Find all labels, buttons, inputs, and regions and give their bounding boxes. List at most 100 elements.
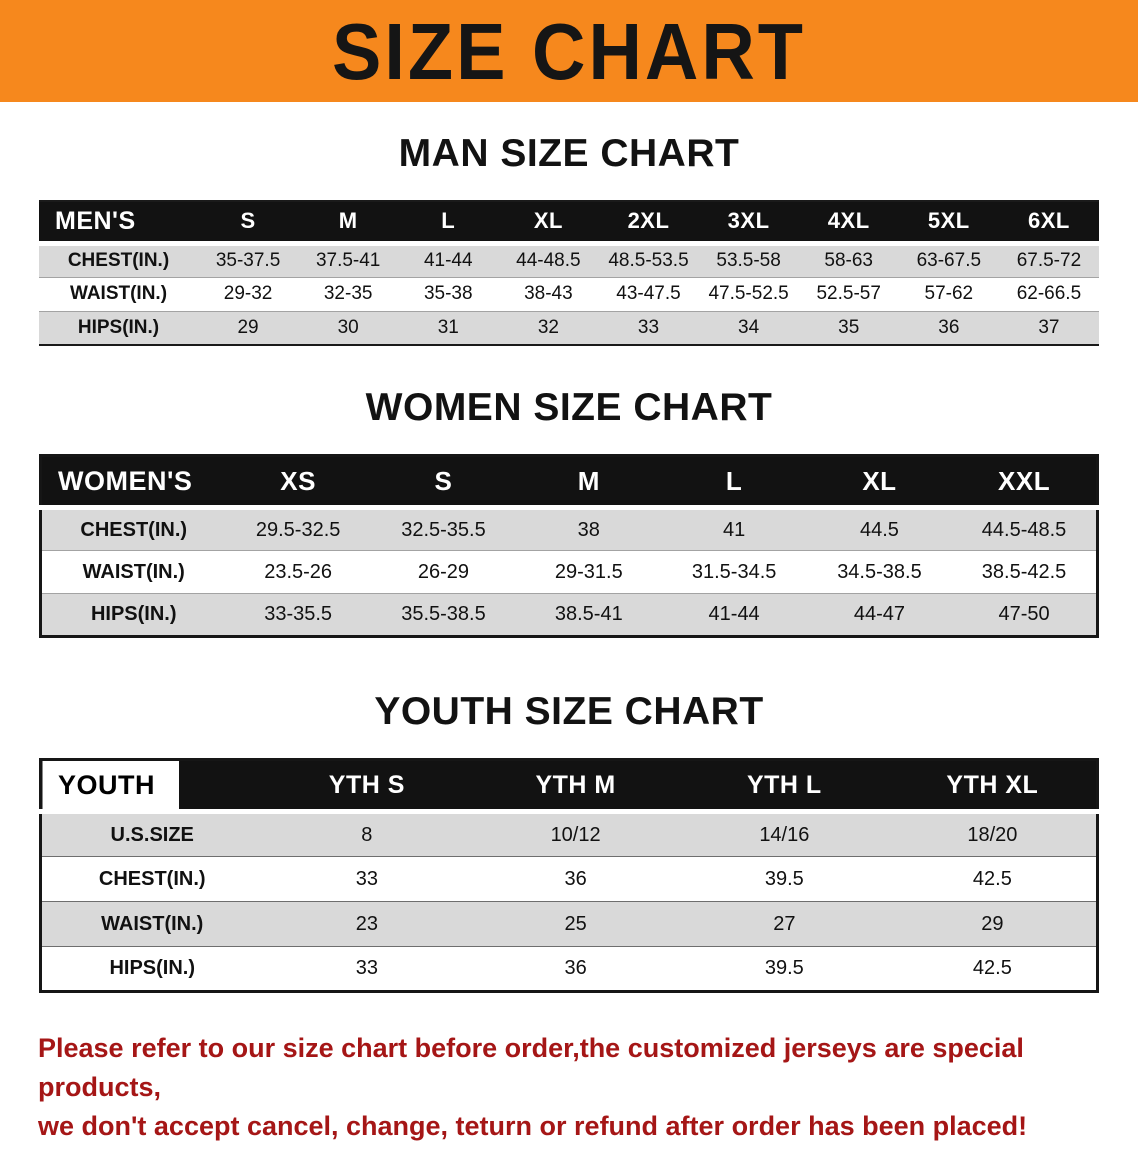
column-header: YTH M [471, 759, 680, 814]
table-cell: 29-31.5 [516, 550, 662, 594]
table-cell: 29-32 [198, 277, 299, 312]
column-header: 4XL [798, 201, 899, 246]
notice-line-2: we don't accept cancel, change, teturn o… [38, 1111, 1028, 1142]
table-cell: 57-62 [898, 277, 999, 312]
column-header: XS [225, 455, 371, 510]
table-cell: 23 [262, 901, 472, 947]
row-label: CHEST(IN.) [40, 507, 226, 551]
row-label: CHEST(IN.) [39, 243, 198, 278]
table-cell: 32.5-35.5 [370, 507, 517, 551]
table-cell: 41-44 [398, 243, 499, 278]
column-header: 2XL [598, 201, 699, 246]
table-cell: 35-38 [398, 277, 499, 312]
table-cell: 62-66.5 [998, 277, 1099, 312]
table-cell: 18/20 [888, 811, 1098, 857]
table-cell: 53.5-58 [698, 243, 799, 278]
row-label: WAIST(IN.) [39, 277, 198, 312]
table-cell: 47.5-52.5 [698, 277, 799, 312]
size-chart-page: SIZE CHART MAN SIZE CHART MEN'S S M L XL 2XL 3… [0, 0, 1138, 1146]
row-label: HIPS(IN.) [109, 957, 196, 979]
table-cell: 48.5-53.5 [598, 243, 699, 278]
column-header: M [516, 455, 662, 510]
row-label: CHEST(IN.) [40, 856, 263, 902]
table-cell: 29.5-32.5 [225, 507, 371, 551]
table-cell: 37 [1038, 316, 1060, 338]
men-section-heading: MAN SIZE CHART [398, 132, 740, 175]
table-cell: 39.5 [764, 957, 804, 979]
table-cell: 41-44 [708, 603, 760, 625]
column-header: XL [806, 455, 953, 510]
table-row: WAIST(IN.) 23.5-26 26-29 29-31.5 31.5-34.5 34… [40, 550, 1098, 594]
table-cell: 36 [938, 316, 960, 338]
table-cell: 34 [738, 316, 760, 338]
table-cell: 63-67.5 [898, 243, 999, 278]
table-cell: 33 [637, 316, 660, 338]
table-cell: 10/12 [471, 811, 680, 857]
table-cell: 29 [237, 316, 259, 338]
women-section: WOMEN SIZE CHART WOMEN'S XS S M L XL XXL CHEST(… [0, 386, 1138, 638]
table-cell: 44-48.5 [498, 243, 599, 278]
table-cell: 23.5-26 [225, 550, 371, 594]
table-cell: 27 [679, 901, 889, 947]
table-cell: 25 [471, 901, 680, 947]
table-cell: 41 [661, 507, 807, 551]
table-cell: 36 [564, 957, 587, 979]
youth-section: YOUTH SIZE CHART YOUTH YTH S YTH M YTH L YTH… [0, 690, 1138, 993]
column-header: XXL [952, 455, 1098, 510]
row-label: HIPS(IN.) [90, 603, 177, 625]
table-cell: 34.5-38.5 [806, 550, 953, 594]
table-title-cell: WOMEN'S [40, 455, 226, 510]
row-label: HIPS(IN.) [77, 316, 160, 338]
table-cell: 38.5-42.5 [952, 550, 1098, 594]
table-cell: 39.5 [679, 856, 889, 902]
table-title-cell: MEN'S [39, 201, 198, 246]
footer-notice: Please refer to our size chart before or… [38, 1029, 1100, 1146]
table-cell: 33 [355, 957, 378, 979]
column-header: 5XL [898, 201, 999, 246]
row-label: WAIST(IN.) [40, 901, 263, 947]
youth-size-table: YOUTH YTH S YTH M YTH L YTH XL U.S.SIZE 8 10/12… [39, 758, 1099, 993]
column-header: S [198, 201, 299, 246]
women-size-table: WOMEN'S XS S M L XL XXL CHEST(IN.) 29.5-32.5 32.5… [39, 454, 1099, 638]
table-cell: 47-50 [998, 603, 1050, 625]
table-row: CHEST(IN.) 29.5-32.5 32.5-35.5 38 41 44.5 44.5… [40, 507, 1098, 551]
table-cell: 37.5-41 [298, 243, 399, 278]
column-header: YTH XL [888, 759, 1098, 814]
notice-line-1: Please refer to our size chart before or… [38, 1033, 1024, 1103]
table-cell: 30 [337, 316, 359, 338]
table-cell: 36 [471, 856, 680, 902]
header-row: WOMEN'S XS S M L XL XXL [40, 455, 1098, 510]
table-cell: 42.5 [972, 957, 1012, 979]
men-size-table: MEN'S S M L XL 2XL 3XL 4XL 5XL 6XL CHEST(IN.) 35-37… [39, 200, 1099, 346]
table-cell: 42.5 [888, 856, 1098, 902]
table-cell: 58-63 [798, 243, 899, 278]
banner: SIZE CHART [0, 0, 1138, 102]
table-cell: 38-43 [498, 277, 599, 312]
table-cell: 44-47 [853, 603, 906, 625]
table-cell: 31 [437, 316, 459, 338]
page-title: SIZE CHART [332, 6, 806, 96]
row-label: U.S.SIZE [40, 811, 263, 857]
table-row: WAIST(IN.) 23 25 27 29 [40, 901, 1098, 947]
table-cell: 35 [838, 316, 860, 338]
table-cell: 8 [262, 811, 472, 857]
table-cell: 52.5-57 [798, 277, 899, 312]
table-cell: 67.5-72 [998, 243, 1099, 278]
table-row: CHEST(IN.) 33 36 39.5 42.5 [40, 856, 1098, 902]
table-cell: 43-47.5 [598, 277, 699, 312]
header-row: MEN'S S M L XL 2XL 3XL 4XL 5XL 6XL [39, 201, 1099, 246]
header-row: YOUTH YTH S YTH M YTH L YTH XL [40, 759, 1098, 814]
column-header: YTH L [679, 759, 889, 814]
table-row: U.S.SIZE 8 10/12 14/16 18/20 [40, 811, 1098, 857]
men-section: MAN SIZE CHART MEN'S S M L XL 2XL 3XL 4XL 5XL 6XL… [0, 132, 1138, 346]
table-cell: 35.5-38.5 [401, 603, 486, 625]
table-cell: 31.5-34.5 [661, 550, 807, 594]
table-cell: 33-35.5 [264, 603, 333, 625]
table-cell: 35-37.5 [198, 243, 299, 278]
women-section-heading: WOMEN SIZE CHART [365, 386, 773, 429]
table-row: CHEST(IN.) 35-37.5 37.5-41 41-44 44-48.5 48.5… [39, 243, 1099, 278]
table-row: HIPS(IN.) 29 30 31 32 33 34 35 36 37 [39, 311, 1099, 345]
table-title-cell: YOUTH [40, 759, 263, 814]
table-cell: 14/16 [679, 811, 889, 857]
youth-section-heading: YOUTH SIZE CHART [374, 690, 764, 733]
